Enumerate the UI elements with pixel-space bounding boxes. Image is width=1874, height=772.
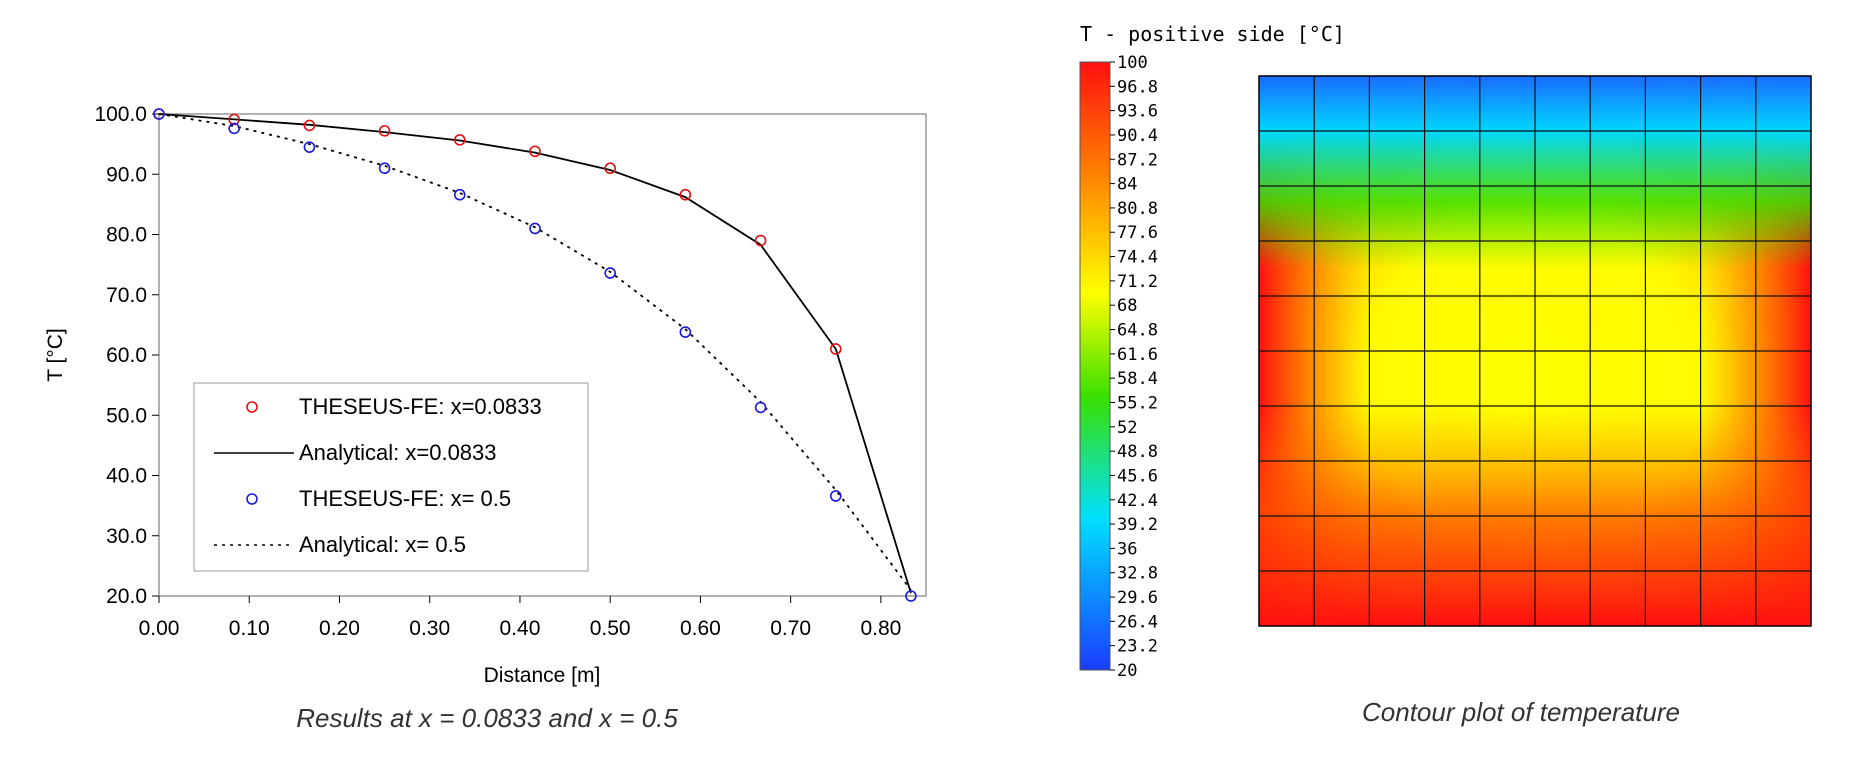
x-axis: 0.00 0.10 0.20 0.30 0.40 0.50 0.60 0.70 0.80 (139, 596, 901, 640)
series-line-1 (158, 113, 912, 594)
y-tick-label: 50.0 (106, 404, 147, 427)
data-point (905, 590, 917, 602)
colorbar-label: 61.6 (1117, 345, 1158, 365)
colorbar-label: 74.4 (1117, 248, 1158, 268)
colorbar-label: 84 (1117, 175, 1137, 195)
legend-label: THESEUS-FE: x=0.0833 (299, 394, 542, 419)
heatmap-border (1258, 75, 1812, 627)
data-point (303, 119, 316, 132)
colorbar-label: 45.6 (1117, 466, 1158, 486)
colorbar-label: 23.2 (1117, 637, 1158, 657)
contour-figure: T - positive side [°C] 100 96.8 93.6 90.4 87… (1079, 22, 1812, 727)
colorbar-label: 36 (1117, 539, 1137, 559)
y-tick-label: 30.0 (106, 525, 147, 548)
legend-box (193, 382, 589, 572)
data-point (679, 326, 692, 338)
y-tick-label: 70.0 (106, 284, 147, 307)
data-point (378, 162, 391, 175)
y-tick-label: 100.0 (94, 103, 147, 126)
series-layer (153, 108, 917, 602)
colorbar-label: 93.6 (1117, 102, 1158, 122)
y-tick-label: 90.0 (106, 163, 147, 186)
data-point (829, 343, 842, 355)
y-tick-label: 20.0 (106, 585, 147, 608)
colorbar-label: 90.4 (1117, 126, 1158, 146)
data-point (754, 234, 767, 247)
line-chart: 20.0 30.0 40.0 50.0 60.0 70.0 80.0 90.0 100.0 0.… (44, 103, 927, 733)
data-point (453, 188, 466, 201)
legend-marker-theseus-05 (246, 493, 258, 505)
x-tick-label: 0.50 (590, 617, 631, 640)
y-tick-label: 60.0 (106, 344, 147, 367)
data-point (378, 125, 391, 137)
colorbar (1079, 61, 1111, 671)
colorbar-labels: 100 96.8 93.6 90.4 87.2 84 80.8 77.6 74.4 71.2 68 6… (1110, 53, 1158, 681)
colorbar-label: 55.2 (1117, 393, 1158, 413)
y-tick-label: 80.0 (106, 224, 147, 247)
x-tick-label: 0.30 (409, 617, 450, 640)
legend: THESEUS-FE: x=0.0833 Analytical: x=0.083… (193, 382, 589, 572)
legend-label: Analytical: x= 0.5 (299, 532, 466, 557)
legend-marker-theseus-0833 (246, 401, 258, 413)
colorbar-label: 68 (1117, 296, 1137, 316)
colorbar-label: 32.8 (1117, 564, 1158, 584)
data-point (303, 141, 316, 153)
colorbar-label: 26.4 (1117, 612, 1158, 632)
data-point (829, 490, 842, 502)
colorbar-label: 52 (1117, 418, 1137, 438)
y-tick-label: 40.0 (106, 465, 147, 488)
colorbar-label: 77.6 (1117, 223, 1158, 243)
legend-label: Analytical: x=0.0833 (299, 440, 497, 465)
x-tick-label: 0.60 (680, 617, 721, 640)
colorbar-label: 71.2 (1117, 272, 1158, 292)
x-tick-label: 0.40 (500, 617, 541, 640)
data-point (604, 267, 616, 279)
colorbar-label: 20 (1117, 661, 1137, 681)
colorbar-label: 39.2 (1117, 515, 1158, 535)
x-tick-label: 0.80 (860, 617, 901, 640)
chart-caption: Results at x = 0.0833 and x = 0.5 (296, 703, 678, 733)
colorbar-label: 64.8 (1117, 321, 1158, 341)
data-point (453, 134, 466, 146)
colorbar-label: 96.8 (1117, 77, 1158, 97)
colorbar-label: 58.4 (1117, 369, 1158, 389)
data-point (228, 122, 240, 135)
colorbar-label: 29.6 (1117, 588, 1158, 608)
contour-caption: Contour plot of temperature (1362, 697, 1680, 727)
y-axis-label: T [°C] (44, 328, 67, 382)
x-tick-label: 0.70 (770, 617, 811, 640)
x-axis-label: Distance [m] (484, 664, 601, 687)
colorbar-label: 48.8 (1117, 442, 1158, 462)
x-tick-label: 0.10 (229, 617, 270, 640)
colorbar-label: 100 (1117, 53, 1148, 73)
x-tick-label: 0.20 (319, 617, 360, 640)
heatmap-grid (1259, 76, 1811, 626)
data-point (529, 222, 541, 235)
data-point (529, 145, 541, 158)
series-line-3 (158, 113, 912, 591)
heatmap (1258, 75, 1812, 627)
data-point (153, 108, 165, 120)
data-point (754, 401, 767, 414)
colorbar-title: T - positive side [°C] (1080, 22, 1345, 46)
colorbar-label: 87.2 (1117, 150, 1158, 170)
data-point (604, 162, 616, 175)
y-axis: 20.0 30.0 40.0 50.0 60.0 70.0 80.0 90.0 100.0 (94, 103, 159, 608)
legend-label: THESEUS-FE: x= 0.5 (299, 486, 511, 511)
x-tick-label: 0.00 (139, 617, 180, 640)
colorbar-label: 80.8 (1117, 199, 1158, 219)
data-point (679, 188, 692, 201)
data-point (228, 113, 240, 126)
colorbar-label: 42.4 (1117, 491, 1158, 511)
